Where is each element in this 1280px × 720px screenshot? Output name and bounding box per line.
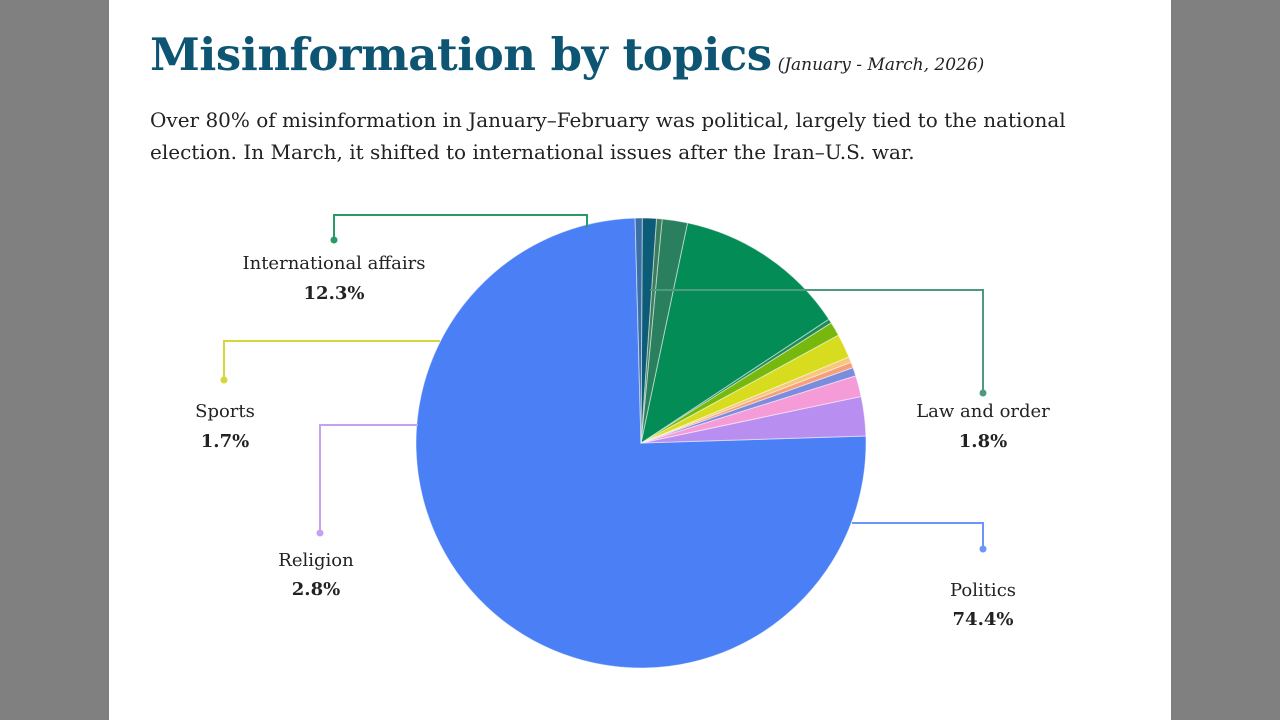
leader-law-and-order <box>650 289 984 393</box>
value-law-and-order: 1.8% <box>959 431 1007 452</box>
date-range: (January - March, 2026) <box>777 55 985 75</box>
leader-religion-dot <box>316 529 324 537</box>
label-religion: Religion <box>278 550 354 571</box>
leader-sports <box>223 340 440 380</box>
leader-politics-dot <box>979 545 987 553</box>
label-politics: Politics <box>950 580 1016 601</box>
leader-politics <box>852 522 984 549</box>
value-sports: 1.7% <box>201 431 249 452</box>
leader-law-and-order-dot <box>979 389 987 397</box>
pie-slices <box>415 217 867 669</box>
label-sports: Sports <box>195 401 255 422</box>
label-international-affairs: International affairs <box>243 253 426 274</box>
label-law-and-order: Law and order <box>916 401 1050 422</box>
leader-international-affairs-dot <box>330 236 338 244</box>
value-politics: 74.4% <box>953 609 1014 630</box>
pie-slice-minor-13 <box>634 217 643 444</box>
chart-subtitle: Over 80% of misinformation in January–Fe… <box>150 108 1066 164</box>
leader-sports-dot <box>220 376 228 384</box>
chart-title: Misinformation by topics (January - March… <box>150 28 984 81</box>
leader-international-affairs <box>333 214 588 240</box>
value-religion: 2.8% <box>292 579 340 600</box>
title-text: Misinformation by topics <box>150 28 772 81</box>
callout-leaders <box>220 214 987 553</box>
pie-slice-international-affairs <box>640 222 830 445</box>
leader-religion <box>319 424 418 533</box>
value-international-affairs: 12.3% <box>304 283 365 304</box>
